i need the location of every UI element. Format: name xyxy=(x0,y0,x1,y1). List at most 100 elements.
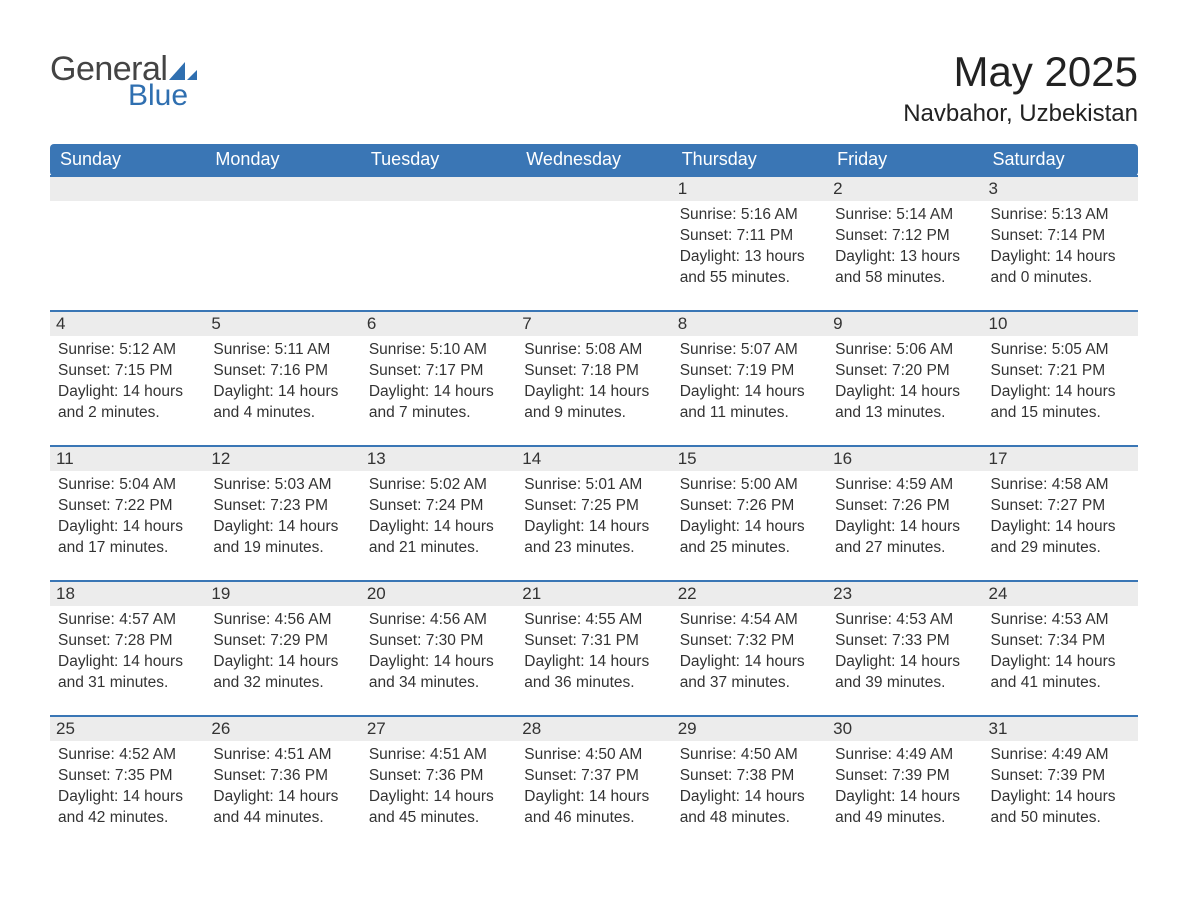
sunset-value: 7:25 PM xyxy=(581,497,639,514)
sunset-value: 7:21 PM xyxy=(1047,362,1105,379)
sunset-label: Sunset: xyxy=(213,767,266,784)
calendar-day-cell: 27Sunrise: 4:51 AMSunset: 7:36 PMDayligh… xyxy=(361,716,516,851)
sunset-label: Sunset: xyxy=(524,497,577,514)
sunrise-label: Sunrise: xyxy=(213,341,270,358)
calendar-day-cell: 3Sunrise: 5:13 AMSunset: 7:14 PMDaylight… xyxy=(983,176,1138,311)
calendar-header: SundayMondayTuesdayWednesdayThursdayFrid… xyxy=(50,144,1138,176)
sunset-value: 7:35 PM xyxy=(115,767,173,784)
sunset-label: Sunset: xyxy=(835,227,888,244)
sunset-line: Sunset: 7:34 PM xyxy=(991,631,1130,652)
sunset-value: 7:29 PM xyxy=(270,632,328,649)
sunset-line: Sunset: 7:18 PM xyxy=(524,361,663,382)
day-details: Sunrise: 5:14 AMSunset: 7:12 PMDaylight:… xyxy=(835,205,974,289)
daylight-label: Daylight: xyxy=(213,383,273,400)
sunset-line: Sunset: 7:35 PM xyxy=(58,766,197,787)
sunset-line: Sunset: 7:26 PM xyxy=(835,496,974,517)
daylight-line: Daylight: 14 hours and 13 minutes. xyxy=(835,382,974,424)
sunrise-value: 4:52 AM xyxy=(119,746,176,763)
day-details: Sunrise: 4:50 AMSunset: 7:37 PMDaylight:… xyxy=(524,745,663,829)
day-details: Sunrise: 5:16 AMSunset: 7:11 PMDaylight:… xyxy=(680,205,819,289)
day-details: Sunrise: 5:07 AMSunset: 7:19 PMDaylight:… xyxy=(680,340,819,424)
day-details: Sunrise: 4:51 AMSunset: 7:36 PMDaylight:… xyxy=(369,745,508,829)
sunrise-value: 4:58 AM xyxy=(1052,476,1109,493)
sunrise-line: Sunrise: 5:00 AM xyxy=(680,475,819,496)
daylight-line: Daylight: 14 hours and 45 minutes. xyxy=(369,787,508,829)
day-number: 17 xyxy=(983,447,1138,471)
calendar-day-cell: 19Sunrise: 4:56 AMSunset: 7:29 PMDayligh… xyxy=(205,581,360,716)
sunrise-line: Sunrise: 4:56 AM xyxy=(369,610,508,631)
day-number: 12 xyxy=(205,447,360,471)
sunrise-label: Sunrise: xyxy=(991,611,1048,628)
calendar-day-cell: 30Sunrise: 4:49 AMSunset: 7:39 PMDayligh… xyxy=(827,716,982,851)
daylight-label: Daylight: xyxy=(213,788,273,805)
sunrise-value: 5:02 AM xyxy=(430,476,487,493)
day-details: Sunrise: 4:56 AMSunset: 7:29 PMDaylight:… xyxy=(213,610,352,694)
day-details: Sunrise: 4:49 AMSunset: 7:39 PMDaylight:… xyxy=(835,745,974,829)
sunrise-label: Sunrise: xyxy=(58,611,115,628)
daylight-label: Daylight: xyxy=(369,383,429,400)
sunrise-value: 5:00 AM xyxy=(741,476,798,493)
daylight-label: Daylight: xyxy=(524,788,584,805)
sunset-line: Sunset: 7:24 PM xyxy=(369,496,508,517)
weekday-header: Tuesday xyxy=(361,144,516,176)
sunrise-value: 5:06 AM xyxy=(896,341,953,358)
sunrise-line: Sunrise: 5:10 AM xyxy=(369,340,508,361)
sunrise-label: Sunrise: xyxy=(680,611,737,628)
daylight-line: Daylight: 14 hours and 0 minutes. xyxy=(991,247,1130,289)
weekday-header: Wednesday xyxy=(516,144,671,176)
daylight-label: Daylight: xyxy=(369,788,429,805)
calendar-day-cell xyxy=(516,176,671,311)
daylight-line: Daylight: 14 hours and 39 minutes. xyxy=(835,652,974,694)
sunset-label: Sunset: xyxy=(58,767,111,784)
daylight-line: Daylight: 14 hours and 9 minutes. xyxy=(524,382,663,424)
day-number: 3 xyxy=(983,177,1138,201)
sunset-value: 7:27 PM xyxy=(1047,497,1105,514)
calendar-day-cell: 26Sunrise: 4:51 AMSunset: 7:36 PMDayligh… xyxy=(205,716,360,851)
daylight-label: Daylight: xyxy=(524,653,584,670)
sunset-label: Sunset: xyxy=(213,497,266,514)
sunrise-label: Sunrise: xyxy=(835,476,892,493)
sunset-line: Sunset: 7:39 PM xyxy=(991,766,1130,787)
daylight-line: Daylight: 14 hours and 46 minutes. xyxy=(524,787,663,829)
sunrise-line: Sunrise: 4:58 AM xyxy=(991,475,1130,496)
sunset-label: Sunset: xyxy=(680,632,733,649)
sunset-value: 7:15 PM xyxy=(115,362,173,379)
sunset-label: Sunset: xyxy=(58,497,111,514)
calendar-day-cell: 23Sunrise: 4:53 AMSunset: 7:33 PMDayligh… xyxy=(827,581,982,716)
sunrise-line: Sunrise: 4:49 AM xyxy=(835,745,974,766)
daylight-label: Daylight: xyxy=(369,653,429,670)
day-number: 22 xyxy=(672,582,827,606)
day-number: 16 xyxy=(827,447,982,471)
sunset-label: Sunset: xyxy=(991,632,1044,649)
sunset-value: 7:12 PM xyxy=(892,227,950,244)
sunrise-value: 4:50 AM xyxy=(741,746,798,763)
sunset-line: Sunset: 7:16 PM xyxy=(213,361,352,382)
calendar-week-row: 18Sunrise: 4:57 AMSunset: 7:28 PMDayligh… xyxy=(50,581,1138,716)
sunset-label: Sunset: xyxy=(680,497,733,514)
calendar-day-cell: 28Sunrise: 4:50 AMSunset: 7:37 PMDayligh… xyxy=(516,716,671,851)
sunrise-value: 4:54 AM xyxy=(741,611,798,628)
sunrise-label: Sunrise: xyxy=(835,341,892,358)
day-details: Sunrise: 5:06 AMSunset: 7:20 PMDaylight:… xyxy=(835,340,974,424)
sunset-value: 7:32 PM xyxy=(737,632,795,649)
calendar-day-cell: 2Sunrise: 5:14 AMSunset: 7:12 PMDaylight… xyxy=(827,176,982,311)
calendar-day-cell: 8Sunrise: 5:07 AMSunset: 7:19 PMDaylight… xyxy=(672,311,827,446)
day-details: Sunrise: 4:52 AMSunset: 7:35 PMDaylight:… xyxy=(58,745,197,829)
day-details: Sunrise: 4:49 AMSunset: 7:39 PMDaylight:… xyxy=(991,745,1130,829)
calendar-day-cell: 4Sunrise: 5:12 AMSunset: 7:15 PMDaylight… xyxy=(50,311,205,446)
calendar-day-cell: 5Sunrise: 5:11 AMSunset: 7:16 PMDaylight… xyxy=(205,311,360,446)
sunrise-label: Sunrise: xyxy=(991,341,1048,358)
sunrise-line: Sunrise: 5:01 AM xyxy=(524,475,663,496)
sunrise-line: Sunrise: 4:50 AM xyxy=(524,745,663,766)
sunset-value: 7:38 PM xyxy=(737,767,795,784)
day-number: 31 xyxy=(983,717,1138,741)
daylight-line: Daylight: 14 hours and 31 minutes. xyxy=(58,652,197,694)
sunset-line: Sunset: 7:17 PM xyxy=(369,361,508,382)
calendar-day-cell: 17Sunrise: 4:58 AMSunset: 7:27 PMDayligh… xyxy=(983,446,1138,581)
day-number xyxy=(50,177,205,201)
sunset-value: 7:31 PM xyxy=(581,632,639,649)
sunset-value: 7:28 PM xyxy=(115,632,173,649)
sunset-line: Sunset: 7:12 PM xyxy=(835,226,974,247)
day-number: 6 xyxy=(361,312,516,336)
sunrise-line: Sunrise: 4:52 AM xyxy=(58,745,197,766)
